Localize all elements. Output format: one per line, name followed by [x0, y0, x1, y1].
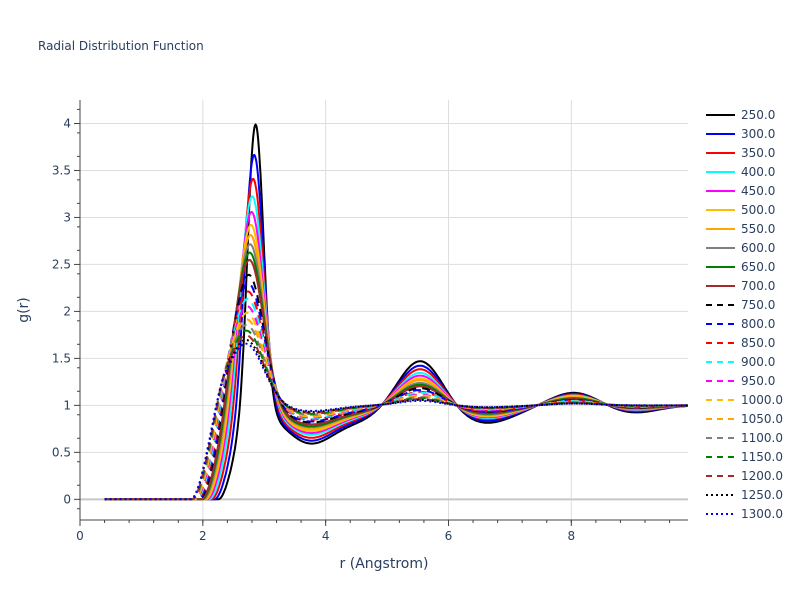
series-line-1250.0: [104, 338, 688, 501]
legend-label: 1000.0: [741, 393, 783, 407]
series-line-650.0: [104, 251, 688, 501]
legend-item[interactable]: 850.0: [706, 336, 775, 350]
legend-item[interactable]: 600.0: [706, 241, 775, 255]
legend-label: 650.0: [741, 260, 775, 274]
grid: [80, 100, 688, 520]
legend-label: 400.0: [741, 165, 775, 179]
legend-item[interactable]: 700.0: [706, 279, 775, 293]
plot-area: [104, 123, 689, 501]
legend-label: 700.0: [741, 279, 775, 293]
legend-item[interactable]: 750.0: [706, 298, 775, 312]
legend-label: 450.0: [741, 184, 775, 198]
legend-label: 250.0: [741, 108, 775, 122]
legend-item[interactable]: 550.0: [706, 222, 775, 236]
y-tick-label: 2: [63, 304, 71, 318]
y-axis-title: g(r): [16, 297, 32, 323]
series-line-500.0: [104, 223, 688, 501]
legend-label: 1200.0: [741, 469, 783, 483]
legend-item[interactable]: 1200.0: [706, 469, 783, 483]
x-tick-label: 6: [445, 529, 453, 543]
legend-label: 950.0: [741, 374, 775, 388]
legend-label: 1150.0: [741, 450, 783, 464]
legend-label: 850.0: [741, 336, 775, 350]
y-tick-label: 2.5: [52, 257, 71, 271]
legend-label: 1300.0: [741, 507, 783, 521]
series-line-550.0: [104, 234, 688, 501]
legend-label: 1250.0: [741, 488, 783, 502]
legend-label: 800.0: [741, 317, 775, 331]
x-axis-title: r (Angstrom): [340, 556, 429, 572]
legend-label: 900.0: [741, 355, 775, 369]
series-line-1200.0: [104, 334, 688, 501]
axes: 0 2 4 6 8 0 0.5 1 1.5 2 2.5 3 3.5 4: [52, 100, 688, 543]
y-tick-label: 0.5: [52, 445, 71, 459]
y-tick-label: 1: [63, 398, 71, 412]
legend-item[interactable]: 1150.0: [706, 450, 783, 464]
series-line-700.0: [104, 258, 688, 501]
legend-item[interactable]: 650.0: [706, 260, 775, 274]
legend-item[interactable]: 1250.0: [706, 488, 783, 502]
series-line-600.0: [104, 243, 689, 501]
legend-item[interactable]: 1050.0: [706, 412, 783, 426]
y-tick-label: 0: [63, 492, 71, 506]
legend-label: 1050.0: [741, 412, 783, 426]
legend-item[interactable]: 300.0: [706, 127, 775, 141]
x-tick-label: 4: [322, 529, 330, 543]
legend-item[interactable]: 400.0: [706, 165, 775, 179]
legend-item[interactable]: 1100.0: [706, 431, 783, 445]
legend[interactable]: 250.0 300.0 350.0 400.0 450.0 500.0 550.0 600.0…: [706, 108, 783, 521]
chart-title: Radial Distribution Function: [38, 39, 204, 53]
legend-item[interactable]: 950.0: [706, 374, 775, 388]
series-line-1050.0: [104, 318, 688, 501]
legend-item[interactable]: 500.0: [706, 203, 775, 217]
y-tick-label: 3: [63, 210, 71, 224]
legend-label: 1100.0: [741, 431, 783, 445]
legend-item[interactable]: 250.0: [706, 108, 775, 122]
series-line-400.0: [104, 195, 688, 501]
y-tick-label: 1.5: [52, 351, 71, 365]
legend-item[interactable]: 450.0: [706, 184, 775, 198]
y-tick-label: 3.5: [52, 163, 71, 177]
legend-label: 750.0: [741, 298, 775, 312]
series-line-1150.0: [104, 329, 688, 501]
x-tick-label: 2: [199, 529, 207, 543]
series-line-250.0: [104, 123, 688, 501]
legend-item[interactable]: 900.0: [706, 355, 775, 369]
legend-item[interactable]: 1000.0: [706, 393, 783, 407]
series-line-350.0: [104, 177, 688, 501]
series-line-1000.0: [104, 311, 688, 501]
legend-label: 600.0: [741, 241, 775, 255]
legend-label: 550.0: [741, 222, 775, 236]
x-tick-label: 0: [76, 529, 84, 543]
series-line-1300.0: [104, 342, 688, 501]
legend-label: 350.0: [741, 146, 775, 160]
legend-label: 500.0: [741, 203, 775, 217]
x-tick-label: 8: [567, 529, 575, 543]
legend-label: 300.0: [741, 127, 775, 141]
y-tick-label: 4: [63, 116, 71, 130]
legend-item[interactable]: 1300.0: [706, 507, 783, 521]
series-line-450.0: [104, 210, 688, 501]
legend-item[interactable]: 800.0: [706, 317, 775, 331]
legend-item[interactable]: 350.0: [706, 146, 775, 160]
series-line-1100.0: [104, 323, 688, 501]
series-line-300.0: [104, 153, 688, 501]
